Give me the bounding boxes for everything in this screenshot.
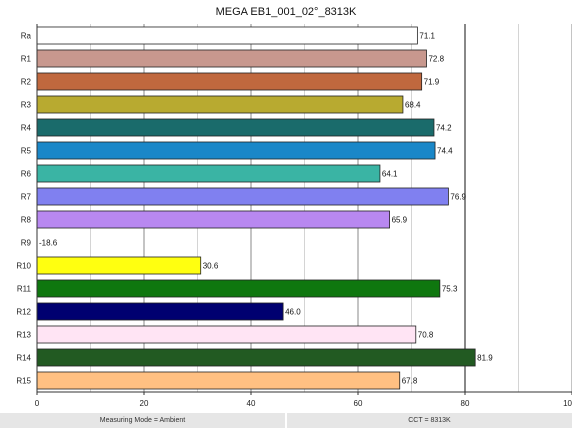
bar-r7 — [36, 187, 449, 206]
value-label: 72.8 — [428, 55, 444, 64]
value-label: 75.3 — [442, 285, 458, 294]
measuring-mode-status: Measuring Mode = Ambient — [0, 413, 285, 428]
category-label: R11 — [17, 285, 32, 294]
category-label: R12 — [16, 308, 31, 317]
bar-r5 — [36, 141, 436, 160]
bar-r6 — [36, 164, 381, 183]
value-label: 74.2 — [436, 124, 452, 133]
bar-r14 — [36, 348, 476, 367]
category-label: R8 — [21, 216, 32, 225]
value-label: 71.9 — [424, 78, 440, 87]
value-label: 65.9 — [392, 216, 408, 225]
category-label: Ra — [21, 32, 32, 41]
tick-layer: 0 20 40 60 80 10 — [35, 392, 572, 408]
category-label: R15 — [16, 377, 31, 386]
value-label: 74.4 — [437, 147, 453, 156]
x-tick-label: 20 — [140, 399, 149, 408]
bar-r10 — [36, 256, 202, 275]
category-label: R6 — [21, 170, 32, 179]
chart-title: MEGA EB1_001_02°_8313K — [215, 6, 357, 18]
bar-r2 — [36, 72, 423, 91]
value-label: 70.8 — [418, 331, 434, 340]
category-label: R9 — [21, 239, 32, 248]
label-layer: Ra 71.1 R1 72.8 R2 71.9 R3 68.4 R4 74.2 R5 74.4 R6 64… — [16, 32, 493, 386]
category-label: R3 — [21, 101, 32, 110]
category-label: R5 — [21, 147, 32, 156]
value-label: 67.8 — [402, 377, 418, 386]
cri-bar-chart: Ra 71.1 R1 72.8 R2 71.9 R3 68.4 R4 74.2 R5 74.4 R6 64… — [16, 24, 572, 408]
bar-ra — [36, 26, 418, 45]
x-tick-label: 60 — [354, 399, 363, 408]
value-label: -18.6 — [39, 239, 58, 248]
category-label: R13 — [16, 331, 31, 340]
category-label: R1 — [21, 55, 32, 64]
x-tick-label: 80 — [461, 399, 470, 408]
bar-r11 — [36, 279, 441, 298]
category-label: R10 — [16, 262, 31, 271]
bar-r12 — [36, 302, 284, 321]
category-label: R14 — [16, 354, 31, 363]
x-tick-label: 10 — [563, 399, 572, 408]
value-label: 46.0 — [285, 308, 301, 317]
bar-layer — [36, 26, 476, 390]
x-tick-label: 40 — [247, 399, 256, 408]
value-label: 30.6 — [203, 262, 219, 271]
bar-r3 — [36, 95, 404, 114]
category-label: R2 — [21, 78, 32, 87]
value-label: 81.9 — [477, 354, 493, 363]
bar-r4 — [36, 118, 435, 137]
category-label: R7 — [21, 193, 32, 202]
value-label: 76.9 — [450, 193, 466, 202]
bar-r8 — [36, 210, 390, 229]
status-bar: Measuring Mode = Ambient CCT = 8313K — [0, 413, 572, 428]
cct-status: CCT = 8313K — [285, 413, 572, 428]
value-label: 68.4 — [405, 101, 421, 110]
bar-r15 — [36, 371, 401, 390]
x-tick-label: 0 — [35, 399, 40, 408]
bar-r13 — [36, 325, 417, 344]
category-label: R4 — [21, 124, 32, 133]
value-label: 64.1 — [382, 170, 398, 179]
bar-r1 — [36, 49, 427, 68]
value-label: 71.1 — [419, 32, 435, 41]
